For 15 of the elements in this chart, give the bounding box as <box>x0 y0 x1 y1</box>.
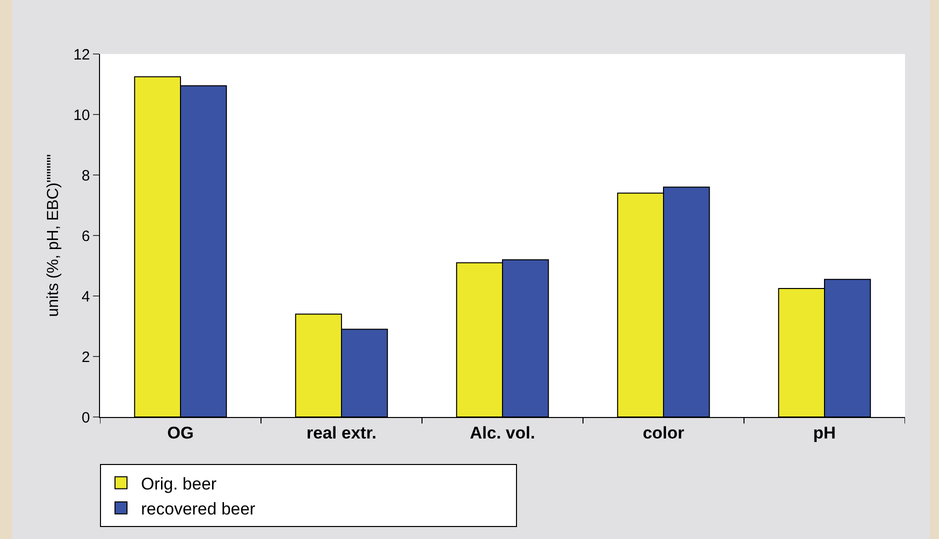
y-tick-label: 10 <box>73 106 90 124</box>
y-tick-label: 2 <box>82 348 90 366</box>
x-tick-label: Alc. vol. <box>470 423 536 442</box>
x-tick-label: pH <box>813 423 836 442</box>
legend-label: recovered beer <box>141 499 256 518</box>
y-tick-label: 12 <box>73 46 90 64</box>
x-tick-label: color <box>642 423 685 442</box>
y-tick-label: 4 <box>82 288 90 306</box>
y-axis-title: units (%, pH, EBC)""""" <box>45 154 62 317</box>
y-tick-label: 0 <box>82 409 90 426</box>
y-tick-label: 8 <box>82 167 90 184</box>
y-tick-label: 6 <box>82 228 90 245</box>
legend-label: Orig. beer <box>141 474 217 494</box>
x-tick-label: real extr. <box>306 423 376 442</box>
x-tick-label: OG <box>167 423 194 442</box>
